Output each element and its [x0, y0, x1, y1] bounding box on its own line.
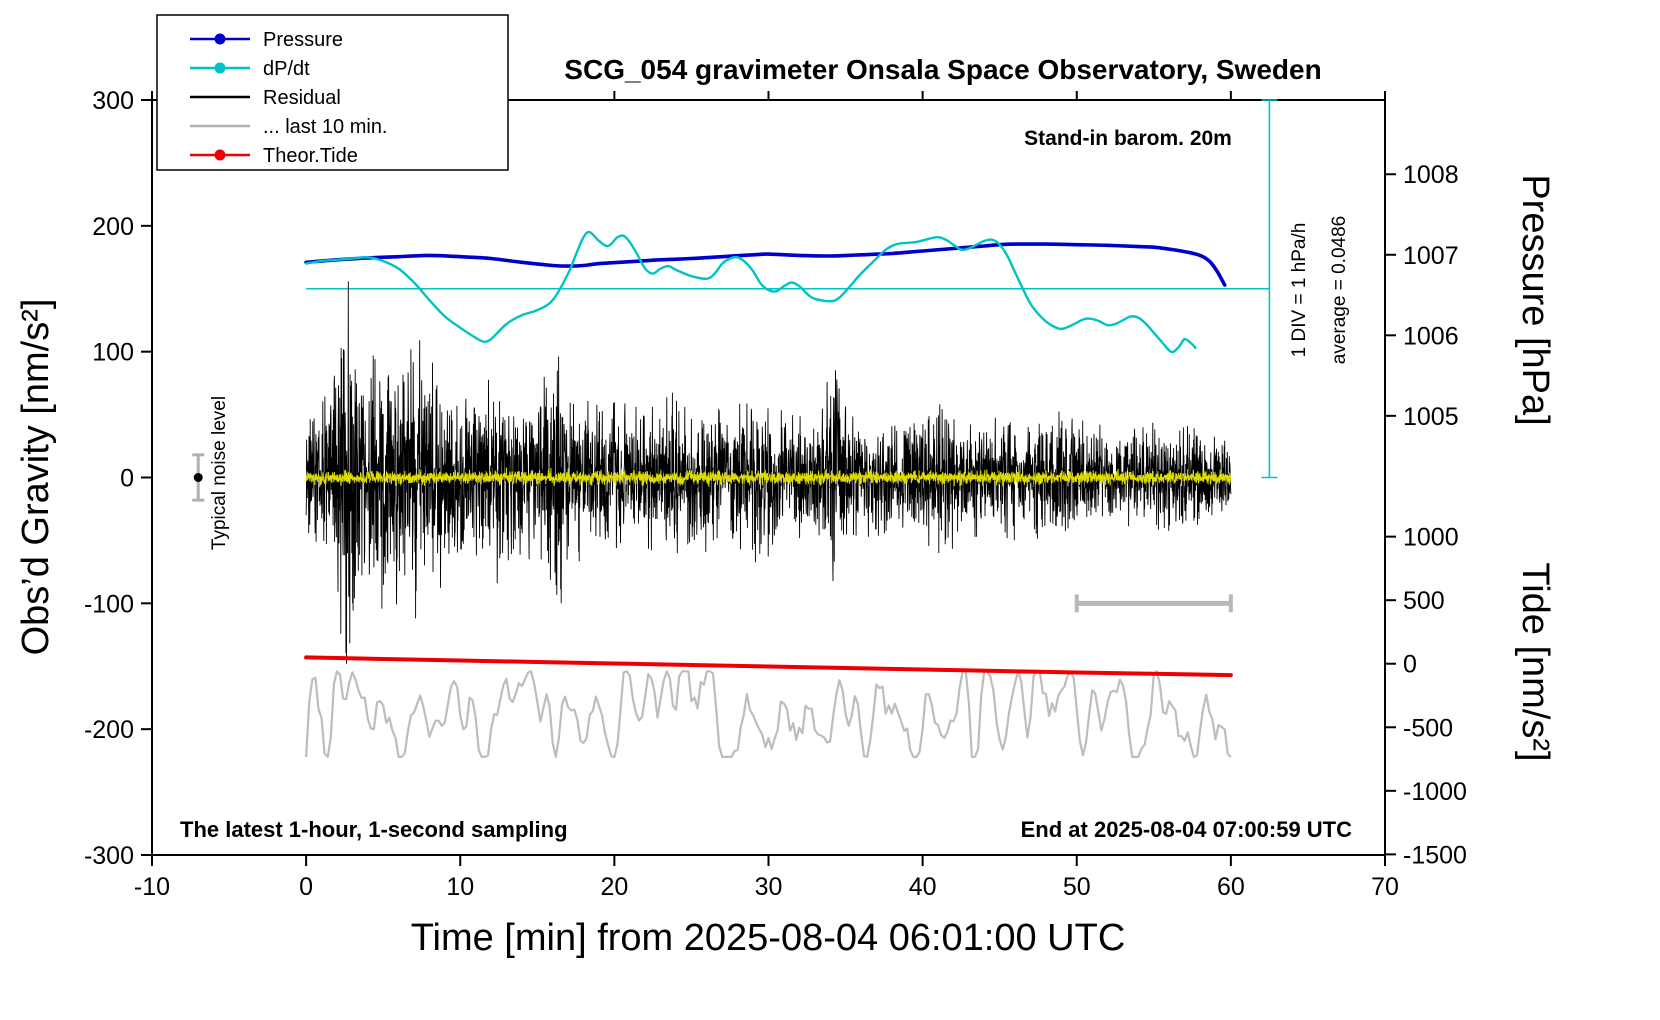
- pressure-tick-label: 1005: [1403, 403, 1459, 431]
- x-tick-label: 50: [1063, 873, 1091, 901]
- legend-item-last10min: ... last 10 min.: [190, 116, 388, 138]
- dpdt-legend-marker: [214, 62, 226, 74]
- x-axis-label: Time [min] from 2025-08-04 06:01:00 UTC: [411, 917, 1126, 959]
- dpdt-legend-label: dP/dt: [263, 58, 310, 80]
- legend-item-residual: Residual: [190, 87, 341, 109]
- pressure-tick-label: 1008: [1403, 161, 1459, 189]
- pressure-axis-label: Pressure [hPa]: [1514, 174, 1556, 425]
- series-filtered: [305, 467, 1232, 488]
- sampling-annotation: The latest 1-hour, 1-second sampling: [180, 817, 568, 842]
- x-tick-label: 20: [600, 873, 628, 901]
- last10min-legend-label: ... last 10 min.: [263, 116, 388, 138]
- series-last-10-min: [305, 670, 1232, 759]
- x-tick-label: 60: [1217, 873, 1245, 901]
- legend-item-pressure: Pressure: [190, 29, 343, 51]
- plot-border: [151, 99, 1386, 856]
- tide-tick-label: 0: [1403, 651, 1417, 679]
- x-tick-label: 70: [1371, 873, 1399, 901]
- pressure-tick-label: 1007: [1403, 242, 1459, 270]
- theortide-legend-label: Theor.Tide: [263, 145, 358, 167]
- chart-title: SCG_054 gravimeter Onsala Space Observat…: [564, 54, 1321, 85]
- theortide-legend-marker: [214, 149, 226, 161]
- series-dp-dt: [304, 230, 1197, 354]
- residual-legend-label: Residual: [263, 87, 341, 109]
- tide-tick-label: -1000: [1403, 778, 1467, 806]
- average-annotation: average = 0.0486: [1329, 216, 1350, 364]
- x-tick-label: -10: [134, 873, 170, 901]
- y-left-tick-label: -300: [84, 842, 134, 870]
- tide-tick-label: 1000: [1403, 524, 1459, 552]
- x-tick-label: 0: [299, 873, 313, 901]
- y-left-tick-label: 100: [92, 339, 134, 367]
- tide-tick-label: 500: [1403, 587, 1445, 615]
- x-tick-label: 30: [755, 873, 783, 901]
- tide-axis-label: Tide [nm/s²]: [1514, 562, 1556, 761]
- y-left-tick-label: 200: [92, 213, 134, 241]
- y-left-axis-label: Obs’d Gravity [nm/s²]: [15, 299, 57, 656]
- noise-level-dot: [193, 473, 203, 482]
- series-theor-tide: [304, 655, 1233, 678]
- tide-tick-label: -500: [1403, 714, 1453, 742]
- legend-item-theortide: Theor.Tide: [190, 145, 358, 167]
- pressure-legend-marker: [214, 33, 226, 45]
- chart-series-layer: [192, 99, 1278, 759]
- y-left-tick-label: -200: [84, 716, 134, 744]
- x-tick-label: 10: [446, 873, 474, 901]
- x-tick-label: 40: [909, 873, 937, 901]
- y-left-tick-label: 300: [92, 87, 134, 115]
- legend-item-dpdt: dP/dt: [190, 58, 310, 80]
- series-pressure: [304, 242, 1227, 287]
- y-left-tick-label: -100: [84, 590, 134, 618]
- axis-ticks-layer: -10 0 10 20 30 40 50 60 70-300-200-1000100200300…: [84, 87, 1467, 901]
- div-annotation: 1 DIV = 1 hPa/h: [1289, 223, 1310, 358]
- noise-level-annotation: Typical noise level: [209, 396, 230, 550]
- pressure-tick-label: 1006: [1403, 322, 1459, 350]
- barometer-annotation: Stand-in barom. 20m: [1024, 127, 1232, 150]
- end-time-annotation: End at 2025-08-04 07:00:59 UTC: [1021, 817, 1352, 842]
- legend: Pressure dP/dt Residual ... last 10 min.…: [156, 14, 509, 171]
- pressure-legend-label: Pressure: [263, 29, 343, 51]
- y-left-tick-label: 0: [120, 465, 134, 493]
- series-residual: [305, 281, 1232, 664]
- tide-tick-label: -1500: [1403, 841, 1467, 869]
